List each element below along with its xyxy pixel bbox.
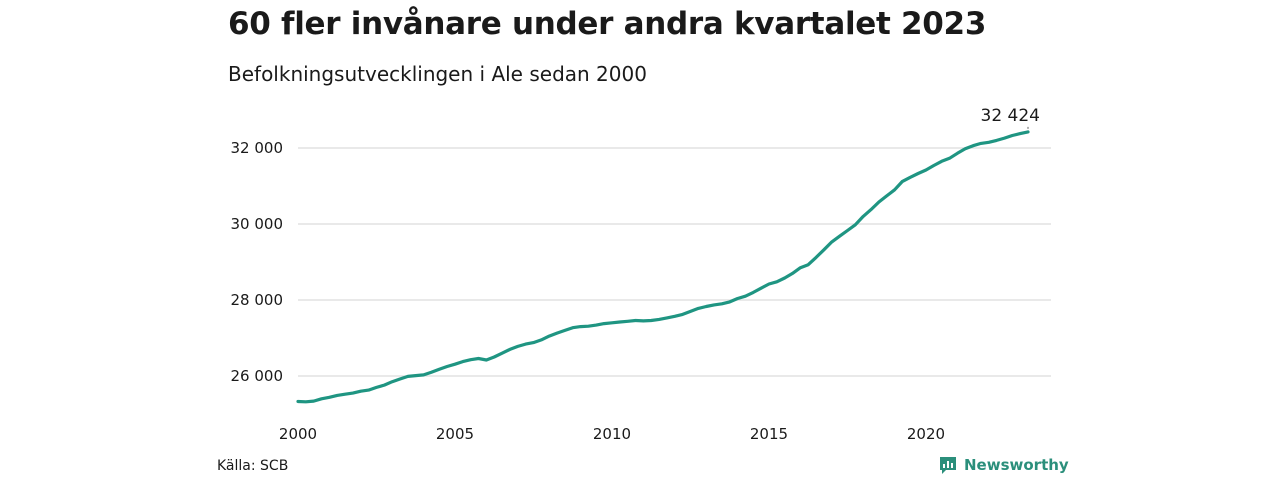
x-tick-label: 2000 xyxy=(279,425,317,443)
series xyxy=(296,130,1030,404)
chart-title: 60 fler invånare under andra kvartalet 2… xyxy=(228,6,987,42)
y-axis-ticks: 26 000 28 000 30 000 32 000 xyxy=(231,139,284,385)
y-tick-label: 30 000 xyxy=(231,215,284,233)
y-tick-label: 32 000 xyxy=(231,139,284,157)
series-line xyxy=(296,130,1030,404)
end-label-group: 32 424 xyxy=(981,106,1040,129)
x-axis-ticks: 2000 2005 2010 2015 2020 xyxy=(279,425,945,443)
chart-subtitle: Befolkningsutvecklingen i Ale sedan 2000 xyxy=(228,62,647,86)
y-tick-label: 26 000 xyxy=(231,367,284,385)
brand-logo: Newsworthy xyxy=(938,455,1069,475)
y-tick-label: 28 000 xyxy=(231,291,284,309)
newsworthy-logo-icon xyxy=(940,457,956,474)
line-chart: 26 000 28 000 30 000 32 000 2000 2005 2010 201… xyxy=(231,106,1051,443)
source-note: Källa: SCB xyxy=(217,458,289,474)
x-tick-label: 2015 xyxy=(750,425,788,443)
brand-name: Newsworthy xyxy=(964,456,1069,474)
x-tick-label: 2020 xyxy=(907,425,945,443)
grid-lines xyxy=(298,147,1051,377)
x-tick-label: 2010 xyxy=(593,425,631,443)
x-tick-label: 2005 xyxy=(436,425,474,443)
end-value-label: 32 424 xyxy=(981,106,1040,126)
